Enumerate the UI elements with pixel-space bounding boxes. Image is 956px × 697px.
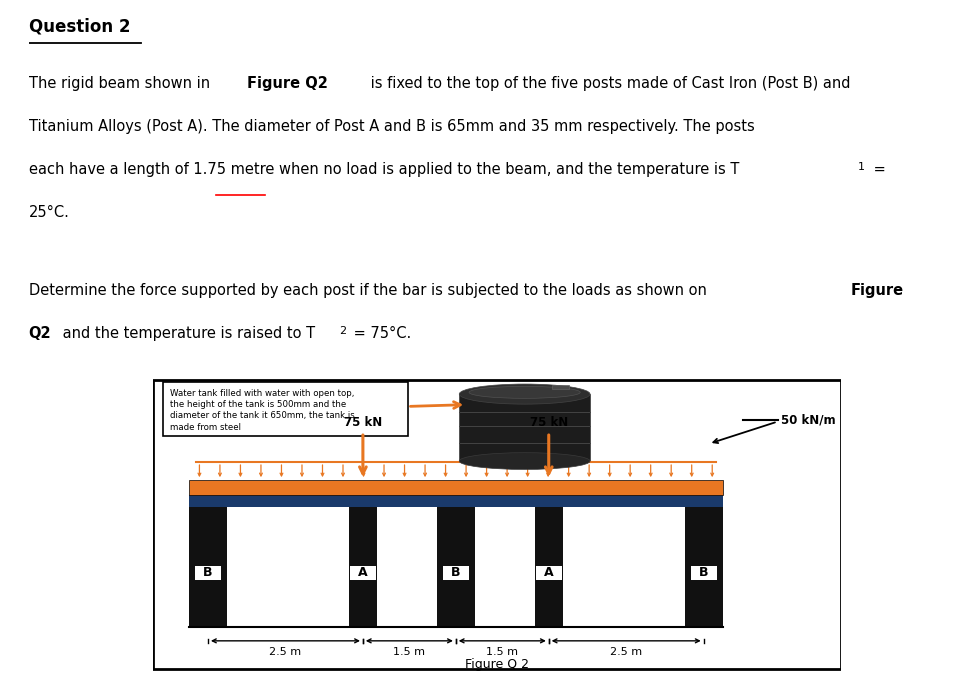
Text: Figure Q 2: Figure Q 2: [466, 658, 529, 671]
Ellipse shape: [459, 384, 590, 404]
Bar: [195, 566, 221, 579]
Bar: [189, 507, 227, 627]
Text: Water tank filled with water with open top,: Water tank filled with water with open t…: [170, 389, 355, 398]
Text: B: B: [204, 566, 213, 579]
Text: Figure: Figure: [851, 283, 904, 298]
Bar: [690, 566, 717, 579]
Text: =: =: [869, 162, 885, 177]
Bar: [350, 566, 376, 579]
Ellipse shape: [459, 452, 590, 470]
Text: 1: 1: [858, 162, 865, 172]
Text: B: B: [451, 566, 461, 579]
Ellipse shape: [469, 386, 580, 399]
Text: 50 kN/m: 50 kN/m: [781, 413, 836, 427]
Text: 75 kN: 75 kN: [530, 415, 568, 429]
Bar: [349, 507, 377, 627]
Text: A: A: [358, 566, 368, 579]
Text: 25°C.: 25°C.: [29, 205, 70, 220]
Text: each have a length of 1.75 metre when no load is applied to the beam, and the te: each have a length of 1.75 metre when no…: [29, 162, 739, 177]
Text: The rigid beam shown in: The rigid beam shown in: [29, 77, 214, 91]
Text: Titanium Alloys (Post A). The diameter of Post A and B is 65mm and 35 mm respect: Titanium Alloys (Post A). The diameter o…: [29, 119, 754, 135]
Text: 2.5 m: 2.5 m: [610, 648, 642, 657]
Text: 2.5 m: 2.5 m: [270, 648, 301, 657]
Bar: [437, 507, 475, 627]
Bar: [189, 495, 723, 507]
Bar: [535, 566, 562, 579]
Text: 1.5 m: 1.5 m: [487, 648, 518, 657]
Text: Question 2: Question 2: [29, 18, 130, 36]
Text: = 75°C.: = 75°C.: [350, 326, 412, 342]
Text: diameter of the tank it 650mm, the tank is: diameter of the tank it 650mm, the tank …: [170, 411, 355, 420]
Bar: [553, 385, 570, 389]
Text: 1.5 m: 1.5 m: [393, 648, 425, 657]
Text: A: A: [544, 566, 554, 579]
Bar: [459, 394, 590, 461]
Bar: [163, 382, 407, 436]
Bar: [535, 507, 562, 627]
Text: B: B: [699, 566, 708, 579]
Text: is fixed to the top of the five posts made of Cast Iron (Post B) and: is fixed to the top of the five posts ma…: [365, 77, 850, 91]
Text: made from steel: made from steel: [170, 422, 241, 431]
Bar: [684, 507, 723, 627]
Text: and the temperature is raised to T: and the temperature is raised to T: [58, 326, 315, 342]
Text: 75 kN: 75 kN: [344, 415, 382, 429]
Bar: [189, 480, 723, 495]
Text: 2: 2: [338, 326, 346, 336]
Text: the height of the tank is 500mm and the: the height of the tank is 500mm and the: [170, 400, 346, 409]
Bar: [443, 566, 468, 579]
Text: Determine the force supported by each post if the bar is subjected to the loads : Determine the force supported by each po…: [29, 283, 711, 298]
Text: Figure Q2: Figure Q2: [247, 77, 328, 91]
Text: Q2: Q2: [29, 326, 52, 342]
